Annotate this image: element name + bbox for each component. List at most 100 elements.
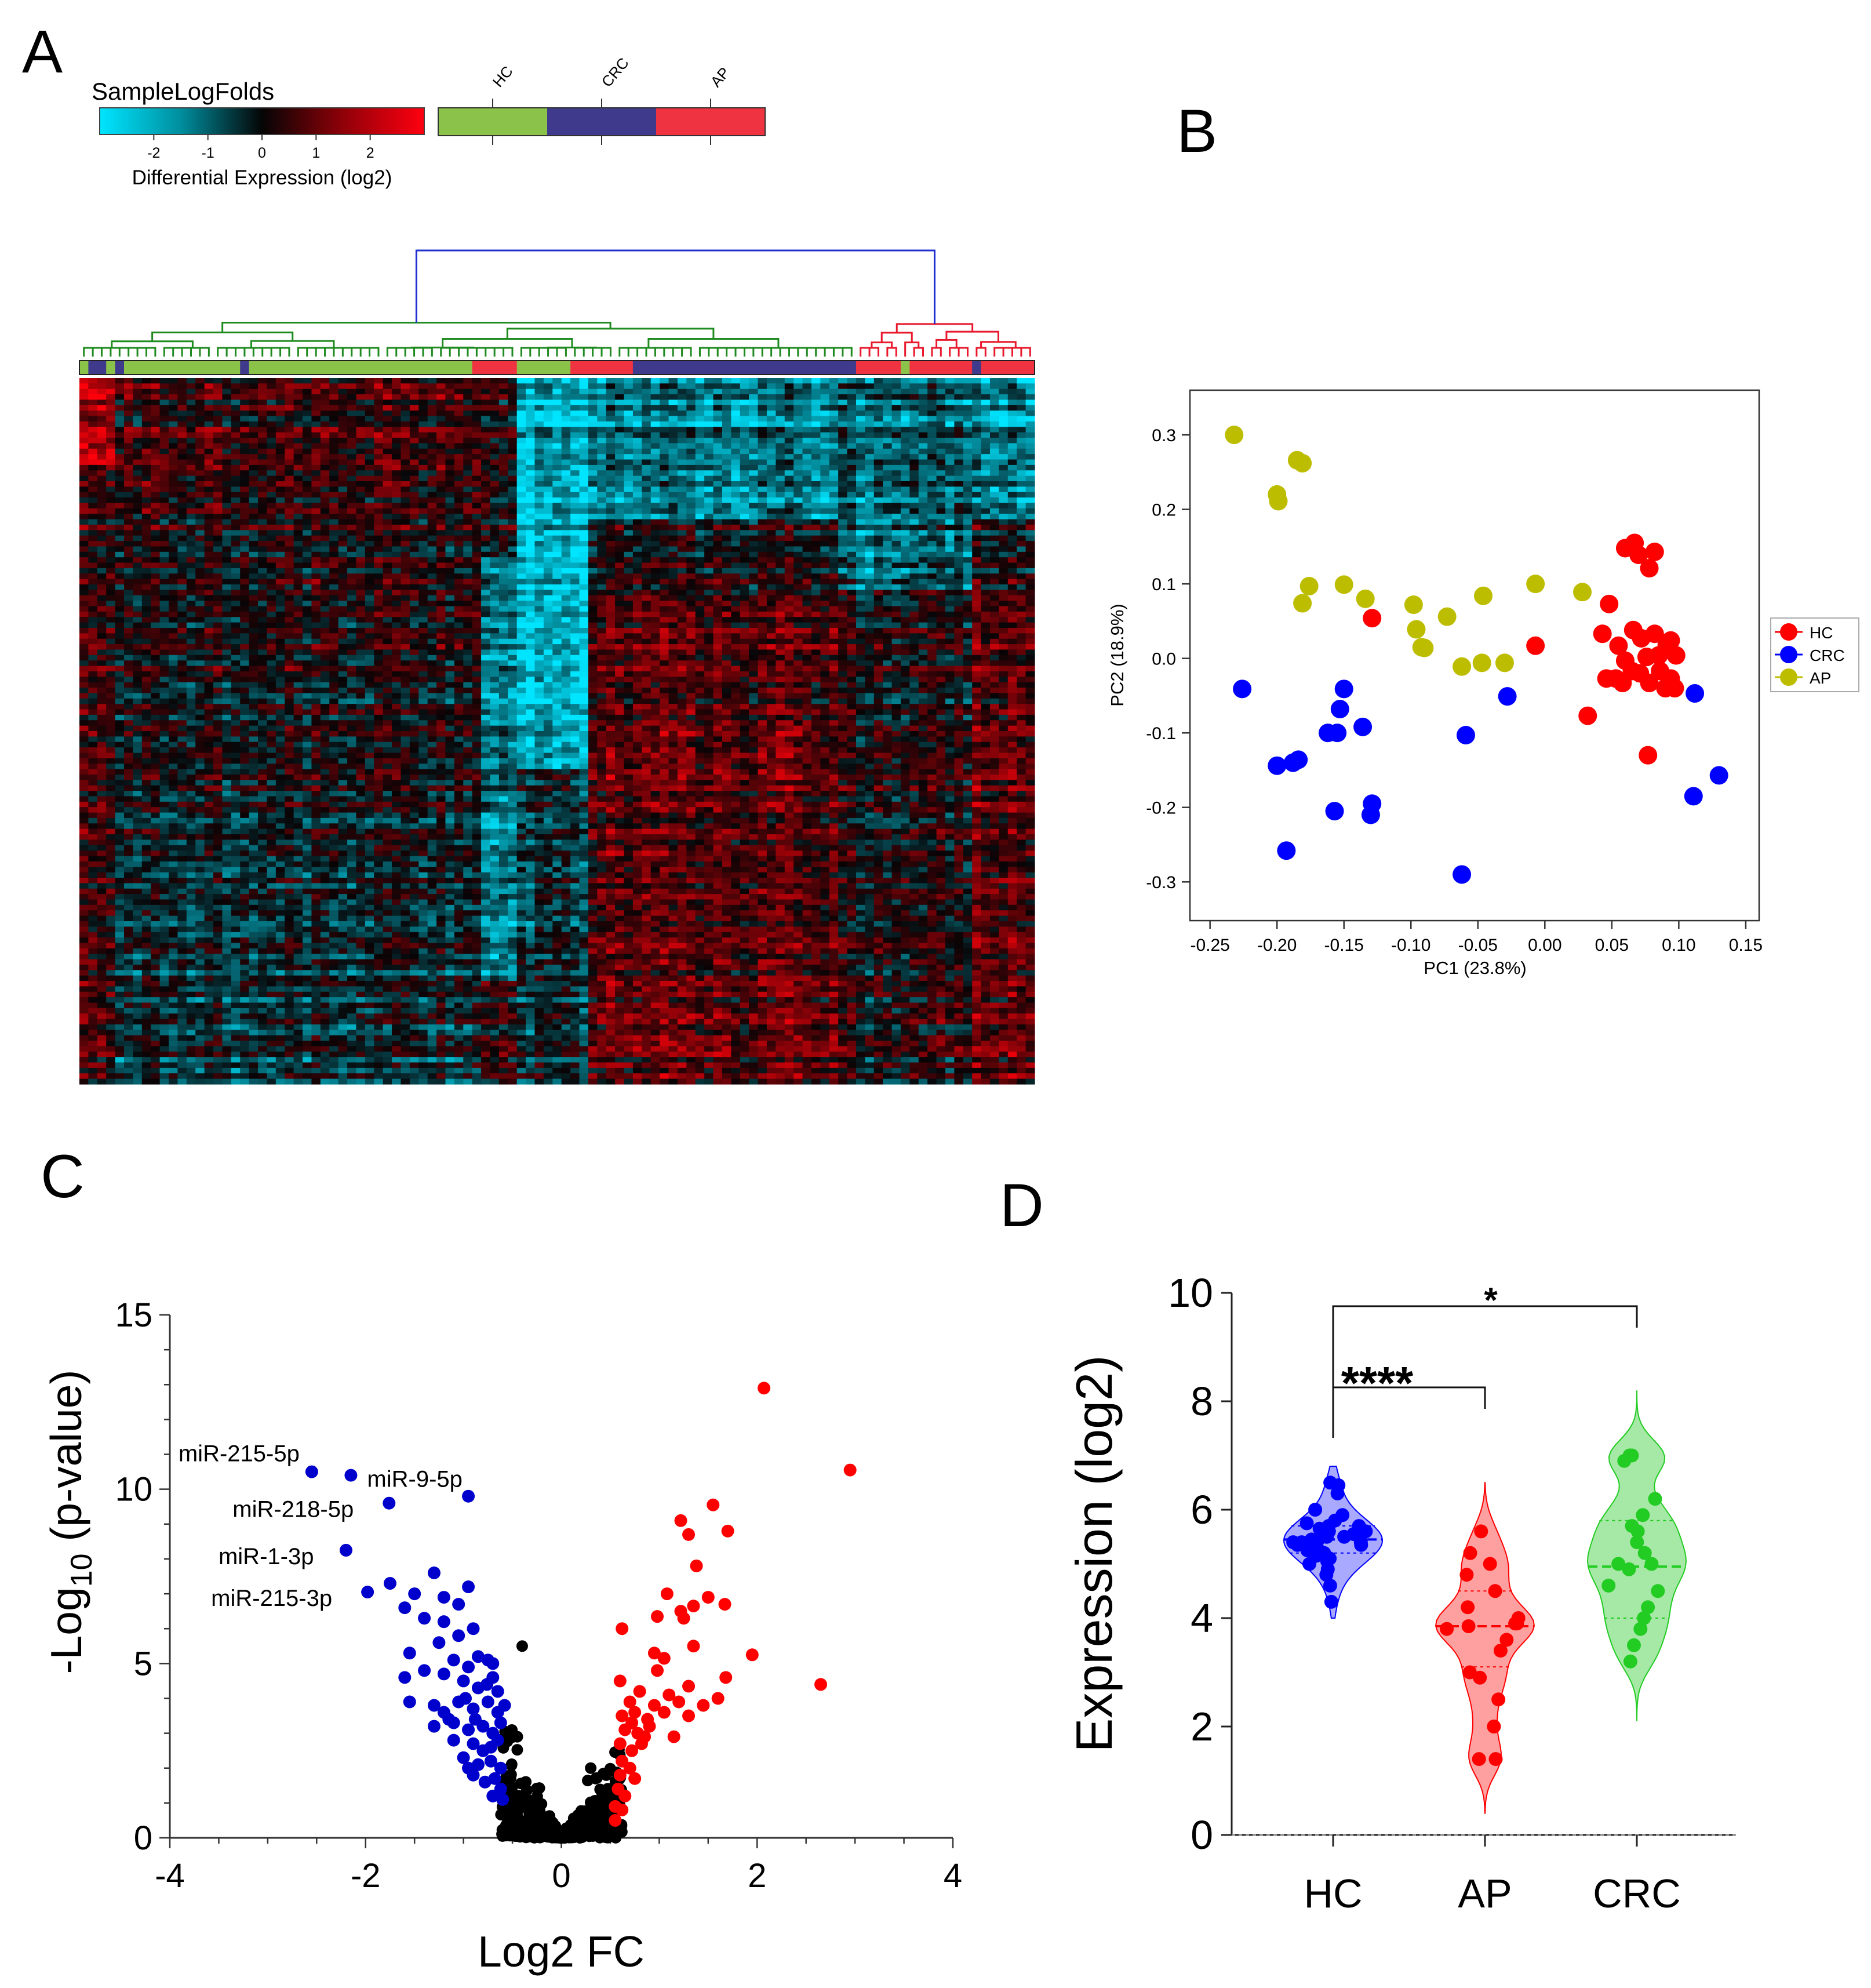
heatmap-cell (159, 910, 169, 917)
heatmap-cell (177, 633, 187, 639)
heatmap-cell (365, 764, 374, 770)
panel-label-a: A (22, 18, 63, 86)
heatmap-cell (222, 688, 232, 694)
heatmap-cell (222, 861, 232, 867)
heatmap-cell (320, 1062, 330, 1068)
heatmap-cell (195, 1019, 205, 1025)
heatmap-cell (383, 975, 392, 982)
heatmap-cell (186, 1024, 196, 1030)
heatmap-cell (195, 1024, 205, 1030)
heatmap-cell (320, 758, 330, 764)
heatmap-cell (285, 622, 294, 628)
heatmap-cell (293, 796, 303, 802)
heatmap-cell (213, 421, 223, 427)
heatmap-cell (213, 758, 223, 764)
heatmap-cell (374, 475, 384, 482)
sample-group-cell (285, 361, 294, 375)
heatmap-cell (347, 964, 357, 971)
heatmap-cell (293, 671, 303, 677)
heatmap-cell (186, 383, 196, 390)
heatmap-cell (106, 464, 116, 471)
heatmap-cell (320, 1035, 330, 1041)
heatmap-cell (320, 742, 330, 748)
heatmap-cell (383, 601, 392, 607)
heatmap-cell (106, 883, 116, 889)
heatmap-cell (169, 399, 179, 406)
heatmap-cell (401, 399, 410, 406)
heatmap-cell (88, 904, 98, 911)
heatmap-cell (365, 1013, 374, 1020)
heatmap-cell (106, 747, 116, 754)
heatmap-cell (320, 807, 330, 813)
heatmap-cell (195, 394, 205, 401)
heatmap-cell (222, 606, 232, 612)
heatmap-cell (401, 530, 410, 536)
heatmap-cell (240, 644, 250, 650)
heatmap-cell (204, 416, 214, 422)
heatmap-cell (177, 851, 187, 857)
heatmap-cell (383, 774, 392, 780)
heatmap-cell (88, 535, 98, 541)
heatmap-cell (338, 671, 348, 677)
heatmap-cell (329, 606, 339, 612)
heatmap-cell (374, 546, 384, 553)
heatmap-cell (249, 714, 259, 721)
column-dendrogram (83, 249, 1031, 357)
heatmap-cell (383, 568, 392, 574)
heatmap-cell (97, 910, 107, 917)
heatmap-cell (115, 758, 125, 764)
heatmap-cell (383, 704, 392, 710)
heatmap-cell (213, 709, 223, 715)
heatmap-cell (151, 807, 161, 813)
heatmap-cell (293, 693, 303, 699)
dendrogram-link (704, 347, 719, 357)
heatmap-cell (303, 796, 312, 802)
heatmap-cell (177, 421, 187, 427)
heatmap-cell (186, 470, 196, 477)
heatmap-cell (293, 894, 303, 900)
heatmap-cell (169, 438, 179, 444)
heatmap-cell (374, 899, 384, 906)
heatmap-cell (311, 1078, 321, 1085)
heatmap-cell (195, 481, 205, 487)
heatmap-cell (249, 590, 259, 596)
heatmap-cell (213, 742, 223, 748)
heatmap-cell (401, 535, 410, 541)
heatmap-cell (329, 1062, 339, 1068)
heatmap-cell (141, 991, 151, 998)
heatmap-cell (186, 557, 196, 564)
heatmap-cell (204, 758, 214, 764)
heatmap-cell (275, 584, 285, 590)
heatmap-cell (303, 780, 312, 786)
sample-group-cell (392, 361, 402, 375)
heatmap-cell (285, 1067, 294, 1074)
heatmap-cell (303, 611, 312, 617)
heatmap-cell (106, 492, 116, 498)
heatmap-cell (249, 780, 259, 786)
sample-group-cell (401, 361, 410, 375)
heatmap-cell (240, 486, 250, 493)
heatmap-cell (222, 503, 232, 509)
heatmap-cell (392, 921, 402, 927)
heatmap-cell (169, 856, 179, 862)
heatmap-cell (106, 856, 116, 862)
heatmap-cell (303, 698, 312, 704)
heatmap-cell (213, 736, 223, 743)
heatmap-cell (88, 970, 98, 976)
heatmap-cell (347, 731, 357, 737)
heatmap-cell (311, 894, 321, 900)
heatmap-cell (347, 791, 357, 797)
heatmap-cell (240, 975, 250, 982)
heatmap-cell (124, 725, 134, 732)
heatmap-cell (374, 915, 384, 922)
heatmap-cell (115, 416, 125, 422)
heatmap-cell (240, 470, 250, 477)
heatmap-cell (311, 405, 321, 411)
heatmap-cell (303, 817, 312, 824)
heatmap-cell (356, 839, 366, 846)
heatmap-cell (97, 1019, 107, 1025)
heatmap-cell (338, 475, 348, 482)
heatmap-cell (320, 872, 330, 878)
heatmap-cell (213, 872, 223, 878)
heatmap-cell (383, 617, 392, 623)
